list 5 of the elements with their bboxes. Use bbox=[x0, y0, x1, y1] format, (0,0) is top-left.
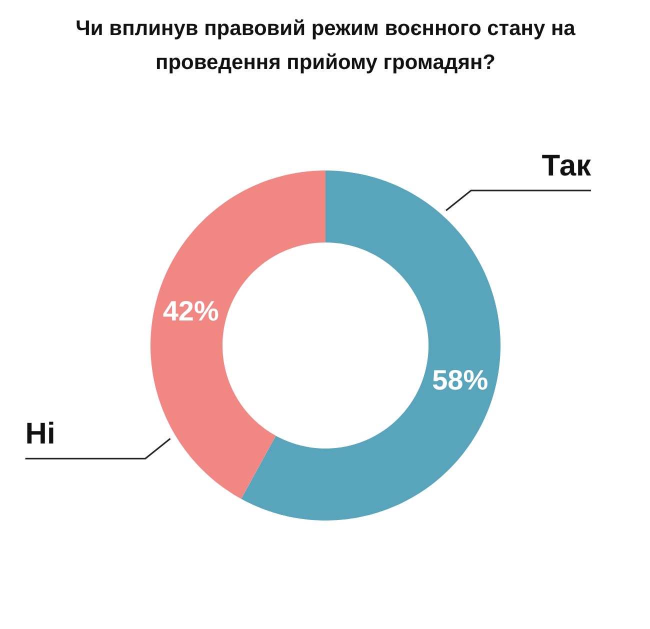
data-label: 58% bbox=[432, 364, 488, 396]
slice-label: Ні bbox=[25, 418, 56, 451]
chart-title: Чи вплинув правовий режим воєнного стану на проведення прийому громадян? bbox=[76, 17, 576, 74]
data-label: 42% bbox=[162, 295, 219, 326]
slice-label: Так bbox=[542, 149, 592, 182]
